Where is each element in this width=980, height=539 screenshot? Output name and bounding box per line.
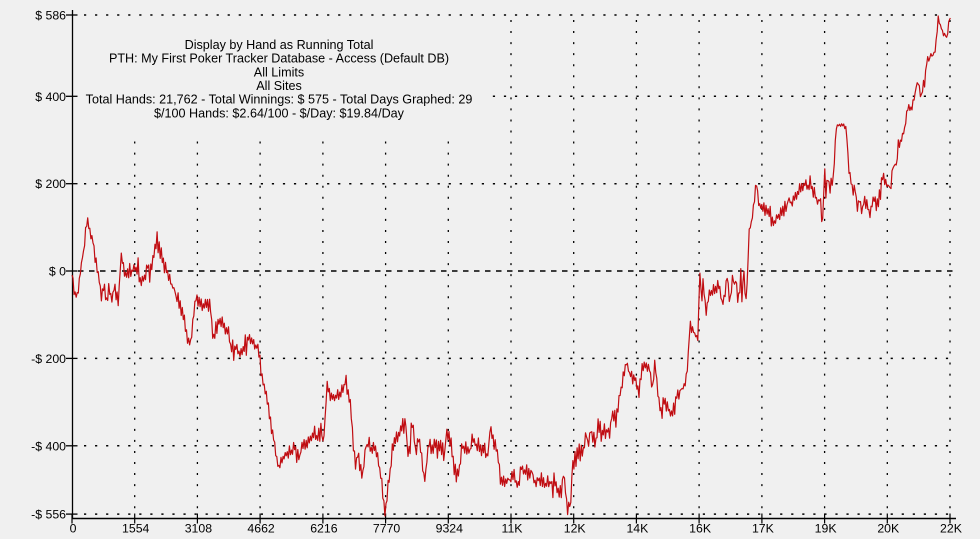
svg-text:All Limits: All Limits [254, 65, 304, 79]
svg-text:0: 0 [70, 522, 77, 536]
svg-text:$ 0: $ 0 [49, 265, 66, 279]
svg-text:$ 400: $ 400 [35, 90, 66, 104]
svg-text:-$ 200: -$ 200 [31, 352, 66, 366]
svg-text:1554: 1554 [122, 522, 150, 536]
svg-text:17K: 17K [752, 522, 775, 536]
svg-text:9324: 9324 [436, 522, 464, 536]
svg-text:Total Hands: 21,762 - Total Wi: Total Hands: 21,762 - Total Winnings: $ … [86, 93, 473, 107]
svg-text:All Sites: All Sites [256, 79, 302, 93]
svg-text:$ 586: $ 586 [35, 9, 66, 23]
svg-text:4662: 4662 [247, 522, 275, 536]
svg-text:6216: 6216 [310, 522, 338, 536]
svg-text:14K: 14K [626, 522, 649, 536]
svg-text:7770: 7770 [373, 522, 401, 536]
svg-text:3108: 3108 [185, 522, 213, 536]
svg-text:Display by Hand as Running Tot: Display by Hand as Running Total [185, 38, 374, 52]
svg-text:11K: 11K [502, 522, 524, 536]
svg-text:16K: 16K [689, 522, 712, 536]
svg-text:22K: 22K [940, 522, 963, 536]
svg-text:-$ 556: -$ 556 [31, 508, 66, 522]
svg-text:12K: 12K [564, 522, 587, 536]
svg-text:$ 200: $ 200 [35, 177, 66, 191]
svg-text:20K: 20K [877, 522, 900, 536]
svg-text:19K: 19K [815, 522, 838, 536]
svg-text:PTH: My First Poker Tracker Da: PTH: My First Poker Tracker Database - A… [109, 52, 449, 66]
svg-text:$/100 Hands: $2.64/100 - $/Day: $/100 Hands: $2.64/100 - $/Day: $19.84/D… [154, 106, 405, 120]
svg-text:-$ 400: -$ 400 [31, 439, 66, 453]
